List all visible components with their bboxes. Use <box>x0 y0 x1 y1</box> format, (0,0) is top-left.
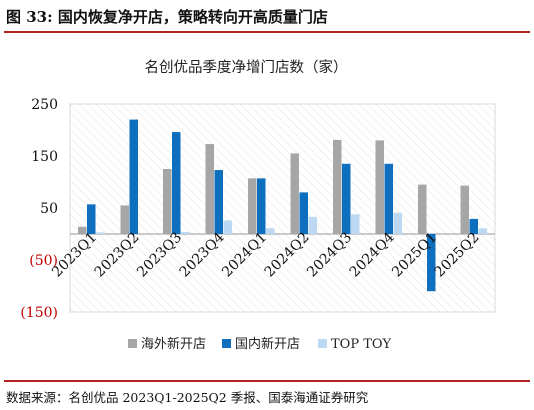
bar-2023Q2-overseas <box>120 205 129 234</box>
y-tick-label: (150) <box>20 305 58 321</box>
title-rule <box>4 31 530 33</box>
legend-label: TOP TOY <box>331 337 392 352</box>
bar-2023Q4-overseas <box>205 144 214 234</box>
bar-2024Q4-domestic <box>384 163 393 234</box>
bar-2025Q2-overseas <box>460 185 469 234</box>
bar-2023Q3-toptoy <box>181 231 190 234</box>
bar-2024Q3-toptoy <box>351 214 360 234</box>
bar-2025Q1-domestic <box>427 234 436 292</box>
legend-swatch <box>318 339 327 348</box>
bar-2023Q4-toptoy <box>223 220 232 234</box>
bar-2024Q3-overseas <box>333 139 342 234</box>
bar-2024Q2-overseas <box>290 153 299 234</box>
legend-swatch <box>128 339 137 348</box>
bar-2024Q2-domestic <box>299 192 308 234</box>
bar-2023Q4-domestic <box>214 170 223 234</box>
bar-2024Q1-toptoy <box>266 228 275 234</box>
bar-2025Q2-toptoy <box>478 228 487 234</box>
figure-title: 图 33: 国内恢复净开店，策略转向开高质量门店 <box>6 8 328 26</box>
legend: 海外新开店 国内新开店 TOP TOY <box>128 336 392 352</box>
source-note: 数据来源：名创优品 2023Q1-2025Q2 季报、国泰海通证券研究 <box>6 390 369 405</box>
y-tick-label: 150 <box>31 149 58 165</box>
footer-rule <box>4 380 530 382</box>
legend-swatch <box>222 339 231 348</box>
bar-2024Q3-domestic <box>342 163 351 234</box>
bars <box>78 119 487 292</box>
bar-2023Q3-domestic <box>172 132 181 234</box>
bar-2024Q4-overseas <box>375 140 384 234</box>
legend-label: 国内新开店 <box>235 336 300 352</box>
y-tick-label: 50 <box>40 201 58 217</box>
y-tick-label: 250 <box>31 97 58 113</box>
legend-label: 海外新开店 <box>141 336 206 352</box>
chart-title: 名创优品季度净增门店数（家） <box>145 59 348 76</box>
bar-2024Q2-toptoy <box>308 216 317 234</box>
bar-2023Q1-toptoy <box>96 232 105 234</box>
bar-2024Q4-toptoy <box>393 212 402 234</box>
figure-footer: 数据来源：名创优品 2023Q1-2025Q2 季报、国泰海通证券研究 <box>0 378 534 410</box>
y-tick-label: (50) <box>29 253 58 269</box>
bar-2024Q1-domestic <box>257 178 266 234</box>
bar-2025Q2-domestic <box>469 218 478 234</box>
bar-2023Q1-domestic <box>87 204 96 234</box>
figure-header: 图 33: 国内恢复净开店，策略转向开高质量门店 <box>0 0 534 34</box>
bar-2023Q3-overseas <box>163 169 172 234</box>
bar-2023Q2-domestic <box>129 119 138 234</box>
bar-2025Q1-overseas <box>418 184 427 234</box>
bar-2023Q1-overseas <box>78 226 87 234</box>
bar-2024Q1-overseas <box>248 178 257 234</box>
